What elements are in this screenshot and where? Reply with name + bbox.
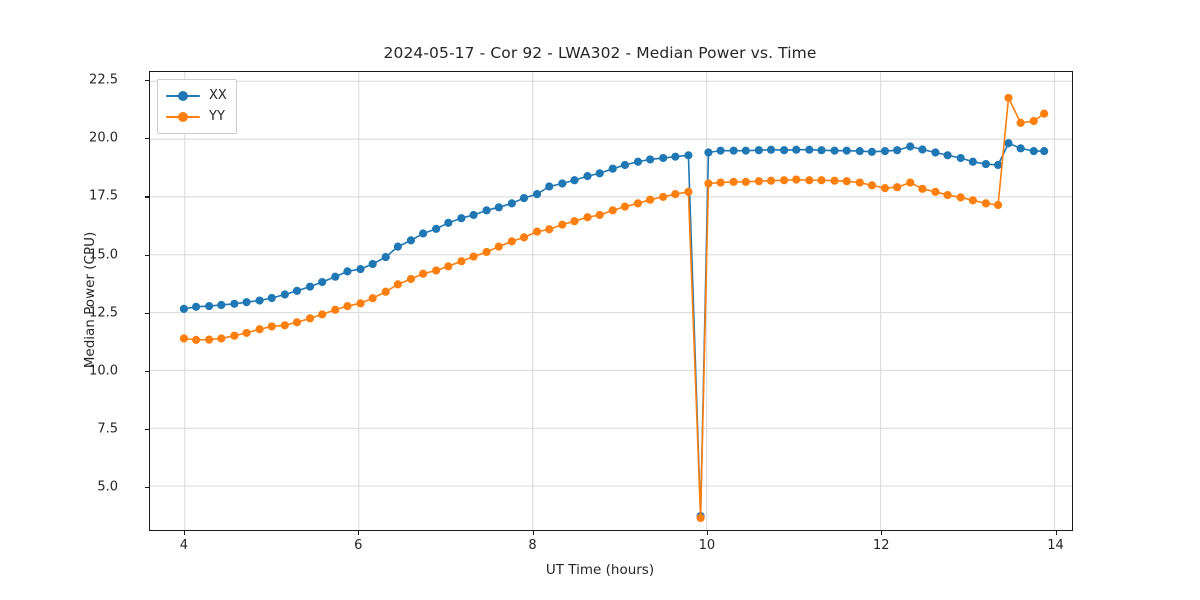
y-tick-label: 12.5 xyxy=(89,305,118,321)
x-tick-mark xyxy=(358,531,360,535)
legend[interactable]: XX YY xyxy=(157,79,237,134)
legend-swatch-yy xyxy=(166,110,200,124)
y-tick-mark xyxy=(145,370,149,372)
legend-swatch-xx xyxy=(166,89,200,103)
x-axis-label: UT Time (hours) xyxy=(545,562,655,578)
chart-title: 2024-05-17 - Cor 92 - LWA302 - Median Po… xyxy=(383,44,817,62)
legend-entry-yy[interactable]: YY xyxy=(166,106,227,127)
y-tick-label: 20.0 xyxy=(89,130,118,146)
x-tick-label: 12 xyxy=(872,538,890,553)
y-tick-label: 10.0 xyxy=(89,363,118,379)
series-yy xyxy=(179,93,1049,523)
legend-marker-yy xyxy=(178,111,188,122)
y-axis-label: Median Power (CPU) xyxy=(82,231,98,369)
x-tick-mark xyxy=(706,531,708,535)
x-tick-label: 10 xyxy=(698,538,716,553)
x-tick-mark xyxy=(183,531,185,535)
y-tick-label: 17.5 xyxy=(89,188,118,204)
legend-label-yy: YY xyxy=(209,109,225,124)
x-tick-label: 4 xyxy=(179,538,188,553)
y-tick-label: 5.0 xyxy=(97,479,118,495)
legend-label-xx: XX xyxy=(209,88,227,103)
legend-entry-xx[interactable]: XX xyxy=(166,85,227,106)
y-tick-mark xyxy=(145,138,149,140)
y-tick-label: 7.5 xyxy=(97,421,118,437)
x-tick-label: 6 xyxy=(354,538,363,553)
series-xx xyxy=(179,139,1049,521)
gridlines xyxy=(150,72,1072,530)
y-tick-label: 15.0 xyxy=(89,247,118,263)
y-tick-mark xyxy=(145,428,149,430)
x-tick-mark xyxy=(1055,531,1057,535)
data-series-layer xyxy=(179,93,1049,523)
y-tick-label: 22.5 xyxy=(89,72,118,88)
x-tick-mark xyxy=(532,531,534,535)
x-tick-label: 8 xyxy=(528,538,537,553)
x-tick-label: 14 xyxy=(1047,538,1064,553)
y-tick-mark xyxy=(145,196,149,198)
y-tick-mark xyxy=(145,312,149,314)
y-tick-mark xyxy=(145,254,149,256)
y-tick-mark xyxy=(145,486,149,488)
y-tick-mark xyxy=(145,80,149,82)
plot-area xyxy=(149,71,1073,531)
x-tick-mark xyxy=(881,531,883,535)
legend-marker-xx xyxy=(178,90,188,101)
